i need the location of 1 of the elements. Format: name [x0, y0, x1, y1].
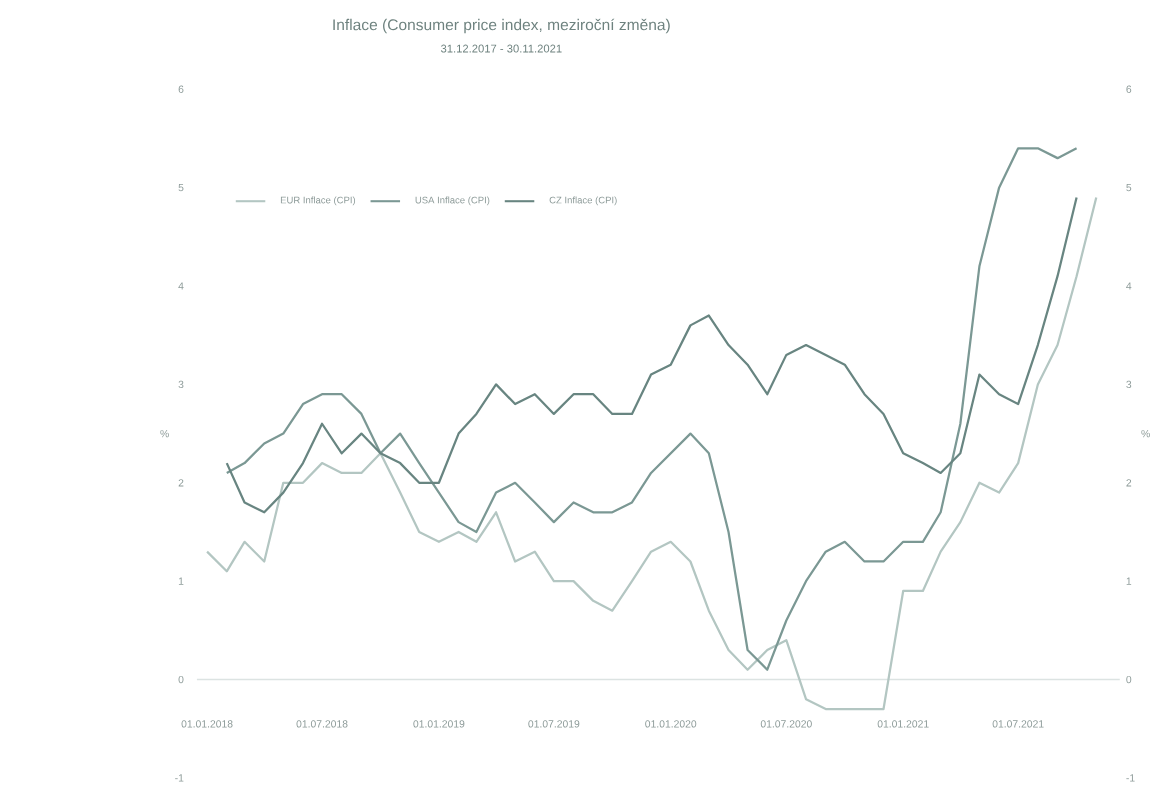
line-series	[225, 196, 1078, 514]
